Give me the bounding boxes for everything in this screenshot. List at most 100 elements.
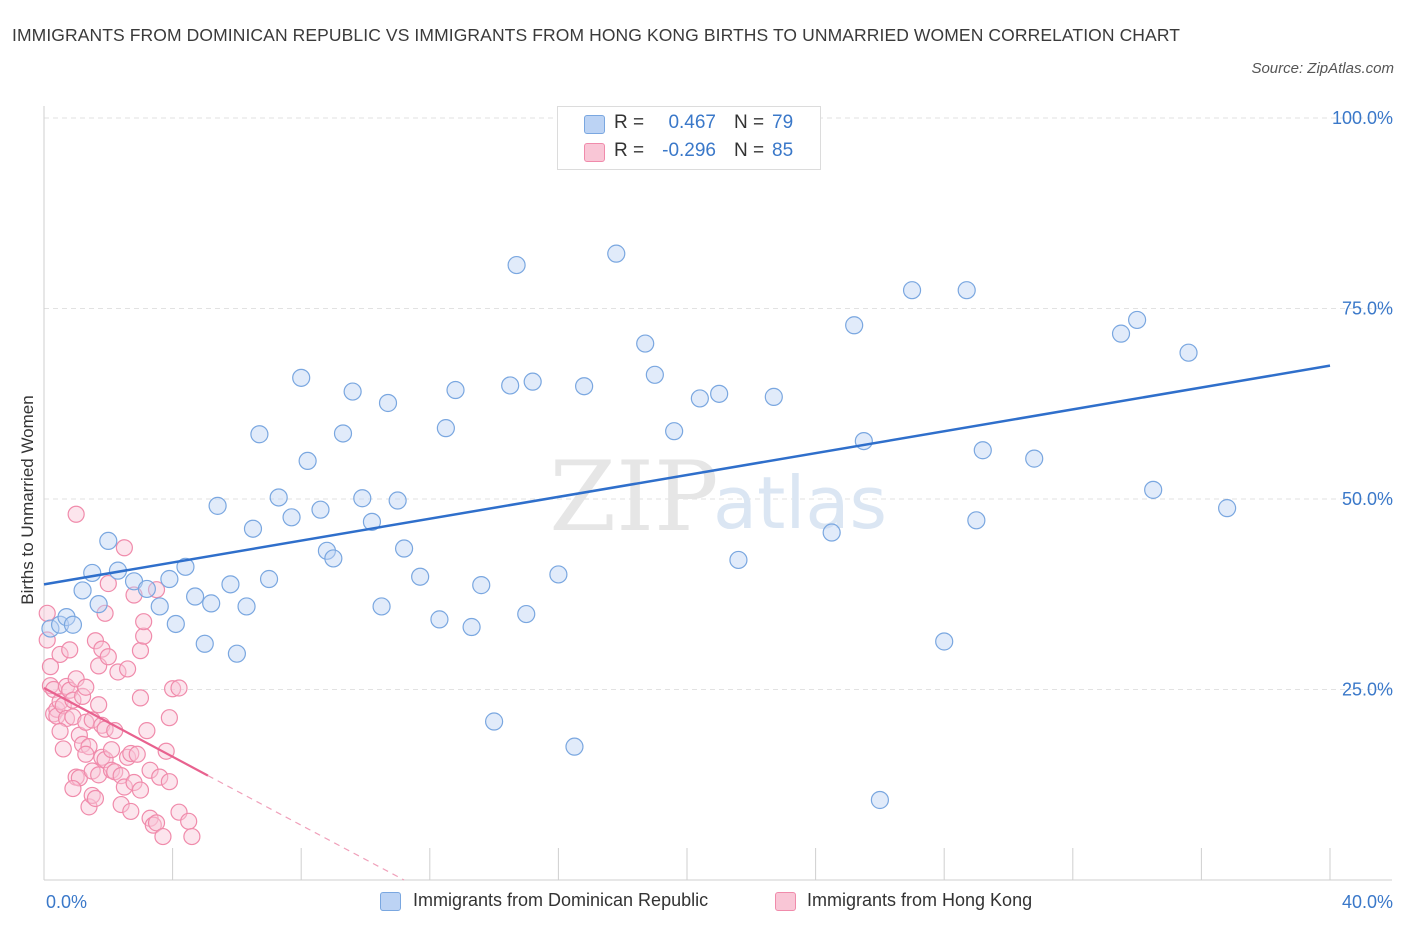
- data-point: [135, 627, 153, 645]
- data-point: [501, 376, 520, 395]
- data-point: [125, 586, 143, 604]
- data-point: [565, 737, 584, 756]
- data-point: [259, 569, 279, 589]
- watermark: ZIP atlas: [549, 441, 887, 553]
- data-point: [227, 644, 246, 663]
- data-point: [523, 372, 542, 391]
- data-point: [150, 597, 169, 616]
- chart-title: IMMIGRANTS FROM DOMINICAN REPUBLIC VS IM…: [12, 25, 1181, 45]
- data-point: [1111, 324, 1131, 343]
- data-point: [83, 786, 101, 805]
- data-point: [137, 579, 156, 599]
- legend-swatch-blue: [380, 892, 401, 911]
- data-point: [1127, 310, 1147, 330]
- data-point: [1144, 480, 1163, 499]
- data-point: [135, 613, 153, 631]
- data-point: [353, 489, 372, 508]
- data-point: [77, 678, 95, 696]
- n-value: 79: [772, 112, 794, 133]
- data-point: [160, 709, 178, 727]
- data-point: [138, 722, 156, 740]
- data-point: [96, 604, 114, 622]
- axes: [43, 106, 1392, 881]
- data-point: [870, 790, 890, 810]
- data-point: [292, 368, 311, 387]
- data-point: [549, 565, 568, 584]
- data-point: [282, 508, 301, 527]
- data-point: [151, 768, 169, 786]
- data-point: [298, 451, 317, 470]
- data-point: [250, 425, 269, 444]
- trend-line-dominican: [43, 364, 1331, 586]
- data-point: [186, 587, 205, 606]
- data-point: [485, 712, 504, 731]
- data-point: [710, 384, 729, 403]
- data-point: [90, 696, 108, 714]
- data-point: [99, 648, 117, 666]
- data-point: [208, 496, 227, 515]
- trend-lines: [43, 364, 1331, 881]
- legend-swatch-pink: [775, 892, 796, 911]
- data-point: [73, 581, 92, 600]
- data-point: [99, 531, 118, 551]
- x-tick-label: 40.0%: [1342, 892, 1393, 912]
- legend-swatch-pink: [584, 143, 605, 162]
- data-point: [73, 687, 92, 705]
- watermark-atlas: atlas: [713, 461, 887, 545]
- data-point: [64, 779, 82, 798]
- data-point: [935, 632, 954, 651]
- watermark-zip: ZIP: [549, 441, 718, 553]
- data-point: [41, 658, 60, 676]
- data-point: [317, 541, 337, 560]
- data-point: [311, 500, 330, 519]
- data-point: [372, 597, 391, 616]
- data-point: [183, 827, 201, 846]
- n-label: N =: [734, 112, 765, 133]
- r-value: 0.467: [668, 112, 716, 133]
- y-tick-label: 100.0%: [1332, 108, 1393, 128]
- data-point: [472, 576, 491, 595]
- data-point: [99, 574, 117, 593]
- data-point: [115, 539, 133, 557]
- source-label: Source: ZipAtlas.com: [1251, 60, 1394, 77]
- y-tick-label: 25.0%: [1342, 680, 1393, 700]
- legend-label: Immigrants from Dominican Republic: [413, 890, 709, 910]
- data-point: [41, 619, 60, 638]
- data-point: [141, 761, 159, 779]
- data-point: [77, 713, 95, 731]
- data-point: [202, 594, 221, 613]
- data-point: [378, 393, 398, 413]
- data-point: [645, 365, 664, 384]
- data-point: [237, 597, 256, 616]
- data-point: [324, 549, 343, 568]
- data-point: [967, 511, 986, 530]
- data-point: [50, 615, 70, 634]
- data-point: [57, 608, 76, 627]
- data-point: [147, 814, 166, 832]
- data-point: [957, 281, 976, 300]
- data-point: [160, 773, 178, 791]
- data-point: [507, 255, 526, 275]
- data-point: [764, 387, 783, 406]
- data-point: [665, 422, 684, 441]
- data-point: [221, 575, 240, 594]
- data-point: [170, 679, 188, 697]
- data-point: [131, 781, 150, 799]
- data-point: [517, 604, 536, 624]
- data-point: [67, 505, 85, 523]
- data-point: [430, 610, 449, 629]
- y-tick-label: 75.0%: [1342, 299, 1393, 319]
- legend-item-hong-kong: Immigrants from Hong Kong: [775, 889, 1075, 915]
- data-point: [112, 795, 130, 814]
- data-point: [86, 789, 105, 808]
- data-point: [845, 316, 864, 335]
- y-tick-label: 50.0%: [1342, 489, 1393, 509]
- data-point: [51, 722, 69, 741]
- data-point: [575, 377, 594, 396]
- legend-label: Immigrants from Hong Kong: [807, 890, 1033, 910]
- data-point: [636, 334, 655, 353]
- r-label: R =: [614, 140, 645, 161]
- data-point: [102, 741, 121, 759]
- data-point: [411, 567, 430, 586]
